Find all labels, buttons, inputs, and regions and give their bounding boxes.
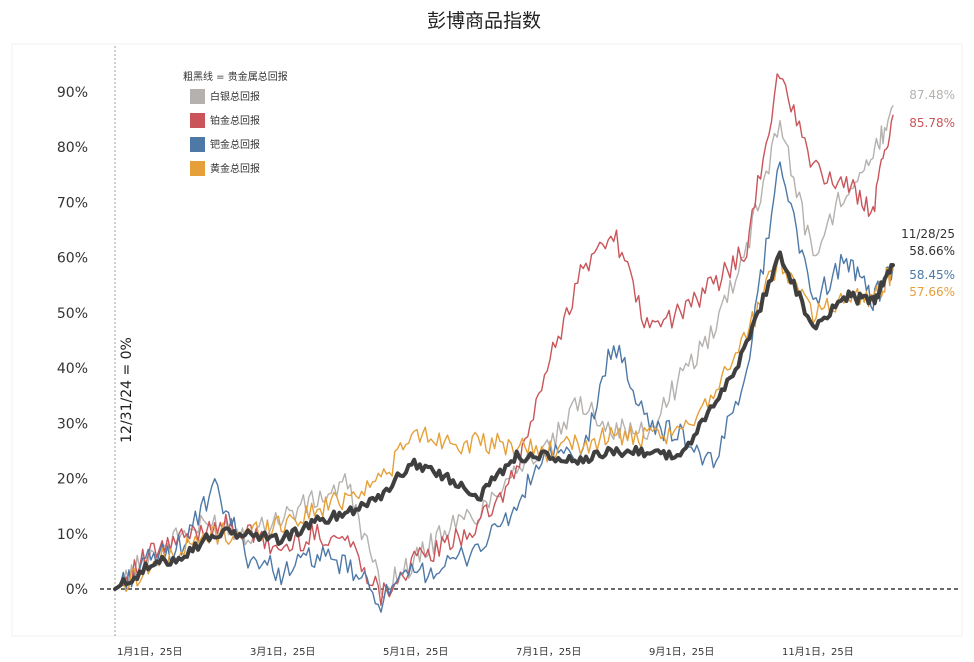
end-value-label: 85.78% xyxy=(909,116,955,130)
y-tick-label: 0% xyxy=(66,582,88,598)
y-tick-label: 10% xyxy=(57,527,88,543)
y-tick-label: 40% xyxy=(57,361,88,377)
x-tick-label: 11月1日，25日 xyxy=(782,646,854,658)
end-labels: 11/28/25 87.48% 85.78% 58.45% 57.66% 58.66% xyxy=(901,88,955,299)
series-line xyxy=(114,73,894,606)
series-line xyxy=(113,250,895,591)
series-line xyxy=(114,161,894,613)
y-tick-label: 50% xyxy=(57,306,88,322)
baseline-annotation: 12/31/24 = 0% xyxy=(119,337,135,443)
legend-label: 白银总回报 xyxy=(210,90,260,103)
x-tick-label: 9月1日，25日 xyxy=(649,646,714,658)
y-tick-label: 30% xyxy=(57,416,88,432)
series-line xyxy=(114,251,894,592)
legend-swatch xyxy=(190,161,205,176)
x-tick-label: 5月1日，25日 xyxy=(383,646,448,658)
y-tick-label: 80% xyxy=(57,140,88,156)
end-value-label: 58.45% xyxy=(909,268,955,282)
chart-title: 彭博商品指数 xyxy=(427,10,541,32)
legend-label: 黄金总回报 xyxy=(210,162,260,175)
series-layer xyxy=(113,73,895,613)
y-tick-label: 20% xyxy=(57,472,88,488)
legend-label: 铂金总回报 xyxy=(210,114,260,127)
end-value-label: 58.66% xyxy=(909,244,955,258)
legend-swatch xyxy=(190,113,205,128)
series-line xyxy=(114,105,894,600)
plot-frame xyxy=(11,43,963,637)
legend-swatch xyxy=(190,89,205,104)
end-value-label: 87.48% xyxy=(909,88,955,102)
x-tick-label: 1月1日，25日 xyxy=(117,646,182,658)
y-tick-label: 70% xyxy=(57,195,88,211)
x-tick-label: 7月1日，25日 xyxy=(516,646,581,658)
y-tick-label: 90% xyxy=(57,85,88,101)
legend-swatch xyxy=(190,137,205,152)
end-date-label: 11/28/25 xyxy=(901,227,955,241)
x-tick-label: 3月1日，25日 xyxy=(250,646,315,658)
legend-note: 粗黑线 = 贵金属总回报 xyxy=(183,70,288,83)
y-tick-label: 60% xyxy=(57,251,88,267)
x-axis: 1月1日，25日 3月1日，25日 5月1日，25日 7月1日，25日 9月1日，25日… xyxy=(117,646,854,658)
end-value-label: 57.66% xyxy=(909,285,955,299)
legend-label: 钯金总回报 xyxy=(210,138,260,151)
y-axis: 0% 10% 20% 30% 40% 50% 60% 70% 80% 90% xyxy=(57,85,88,598)
